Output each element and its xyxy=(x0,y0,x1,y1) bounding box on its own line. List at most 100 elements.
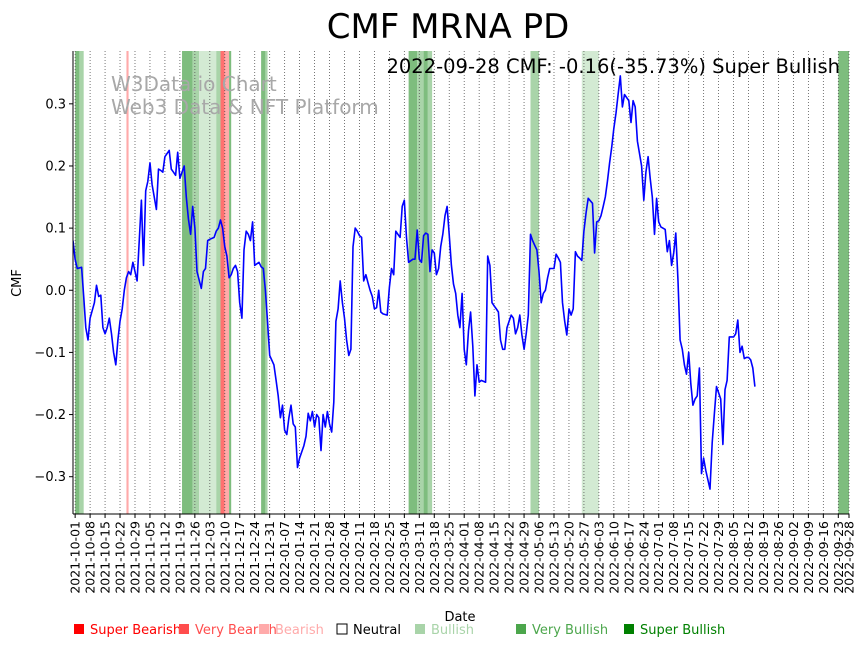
signal-regions xyxy=(75,51,849,514)
y-tick-label: −0.1 xyxy=(34,346,66,361)
x-tick-label: 2021-11-05 xyxy=(142,521,157,594)
x-tick-label: 2021-10-22 xyxy=(113,521,128,594)
x-tick-label: 2022-09-16 xyxy=(816,521,831,594)
y-tick-label: −0.3 xyxy=(34,470,66,485)
x-tick-label: 2022-06-10 xyxy=(606,521,621,594)
legend-item: Neutral xyxy=(336,623,401,638)
x-tick-label: 2022-04-29 xyxy=(517,521,532,594)
signal-region xyxy=(75,51,80,514)
x-tick-label: 2021-12-31 xyxy=(262,521,277,594)
signal-region xyxy=(216,51,221,514)
legend-label: Very Bearish xyxy=(195,623,277,638)
signal-region xyxy=(199,51,217,514)
legend-label: Very Bullish xyxy=(532,623,608,638)
signal-region xyxy=(220,51,225,514)
x-tick-label: 2022-02-18 xyxy=(367,521,382,594)
signal-region xyxy=(427,51,433,514)
x-tick-label: 2022-06-24 xyxy=(636,521,651,594)
cmf-line xyxy=(73,75,756,490)
y-tick-label: 0.2 xyxy=(45,159,66,174)
x-tick-label: 2022-01-28 xyxy=(322,521,337,594)
signal-region xyxy=(261,51,266,514)
x-tick-label: 2022-07-22 xyxy=(696,521,711,594)
legend-label: Bullish xyxy=(431,623,474,638)
chart-title: CMF MRNA PD xyxy=(327,7,570,47)
legend-item: Bullish xyxy=(415,623,474,638)
x-tick-label: 2022-08-19 xyxy=(756,521,771,594)
x-tick-label: 2021-10-01 xyxy=(68,521,83,594)
signal-region xyxy=(423,51,428,514)
y-tick-label: −0.2 xyxy=(34,408,66,423)
latest-value-annotation: 2022-09-28 CMF: -0.16(-35.73%) Super Bul… xyxy=(386,55,840,78)
x-tick-label: 2022-07-15 xyxy=(681,521,696,594)
x-tick-label: 2022-05-20 xyxy=(561,521,576,594)
x-tick-label: 2022-08-26 xyxy=(771,521,786,594)
x-tick-label: 2022-09-23 xyxy=(831,521,846,594)
signal-region xyxy=(581,51,599,514)
legend-label: Neutral xyxy=(353,623,401,638)
signal-region xyxy=(408,51,418,514)
y-tick-label: 0.3 xyxy=(45,97,66,112)
legend-swatch xyxy=(259,624,269,634)
x-tick-label: 2021-10-08 xyxy=(83,521,98,594)
legend-swatch xyxy=(516,624,526,634)
x-tick-label: 2022-06-17 xyxy=(621,521,636,594)
signal-region xyxy=(530,51,540,514)
x-tick-label: 2022-03-18 xyxy=(427,521,442,594)
signal-region xyxy=(229,51,232,514)
legend-item: Very Bearish xyxy=(179,623,277,638)
x-tick-label: 2022-08-05 xyxy=(726,521,741,594)
legend-item: Very Bullish xyxy=(516,623,608,638)
x-tick-label: 2021-10-15 xyxy=(98,521,113,594)
legend-swatch xyxy=(336,623,348,635)
signal-region xyxy=(126,51,129,514)
x-tick-label: 2021-12-10 xyxy=(217,521,232,594)
legend-label: Super Bullish xyxy=(640,623,725,638)
legend-label: Bearish xyxy=(275,623,324,638)
watermark-text: Web3 Data & NFT Platform xyxy=(111,95,379,119)
x-tick-label: 2022-09-09 xyxy=(801,521,816,594)
x-tick-label: 2021-11-19 xyxy=(172,521,187,594)
legend-swatch xyxy=(415,624,425,634)
x-tick-label: 2021-10-29 xyxy=(127,521,142,594)
x-tick-label: 2022-09-02 xyxy=(786,521,801,594)
x-tick-label: 2022-04-08 xyxy=(472,521,487,594)
x-tick-label: 2022-03-11 xyxy=(412,521,427,594)
x-ticks: 2021-10-01 2021-10-08 2021-10-15 2021-10-22… xyxy=(68,514,857,594)
legend-swatch xyxy=(179,624,189,634)
x-axis-label: Date xyxy=(444,610,475,625)
x-tick-label: 2022-01-14 xyxy=(292,521,307,594)
x-tick-label: 2022-03-25 xyxy=(442,521,457,594)
watermark-text: W3Data.io Chart xyxy=(111,72,277,96)
x-tick-label: 2022-08-12 xyxy=(741,521,756,594)
x-tick-label: 2022-04-01 xyxy=(457,521,472,594)
signal-region xyxy=(838,51,849,514)
signal-region xyxy=(417,51,424,514)
x-tick-label: 2022-04-15 xyxy=(487,521,502,594)
y-axis-label: CMF xyxy=(10,269,25,297)
signal-region xyxy=(265,51,268,514)
legend-item: Super Bullish xyxy=(624,623,725,638)
x-tick-label: 2021-12-24 xyxy=(247,521,262,594)
y-ticks: 0.3 0.2 0.1 0.0 −0.1 −0.2 −0.3 xyxy=(34,97,73,485)
legend-label: Super Bearish xyxy=(90,623,181,638)
legend-item: Super Bearish xyxy=(74,623,181,638)
x-tick-label: 2022-05-06 xyxy=(532,521,547,594)
x-tick-label: 2022-04-22 xyxy=(502,521,517,594)
x-tick-label: 2021-12-17 xyxy=(232,521,247,594)
x-tick-label: 2022-07-08 xyxy=(666,521,681,594)
y-tick-label: 0.1 xyxy=(45,222,66,237)
x-tick-label: 2022-07-01 xyxy=(651,521,666,594)
x-tick-label: 2021-12-03 xyxy=(202,521,217,594)
x-tick-label: 2021-11-12 xyxy=(157,521,172,594)
x-tick-label: 2022-02-04 xyxy=(337,521,352,594)
x-tick-label: 2022-05-27 xyxy=(576,521,591,594)
signal-region xyxy=(182,51,193,514)
x-tick-label: 2022-02-11 xyxy=(352,521,367,594)
x-tick-label: 2022-06-03 xyxy=(591,521,606,594)
x-tick-label: 2022-07-29 xyxy=(711,521,726,594)
